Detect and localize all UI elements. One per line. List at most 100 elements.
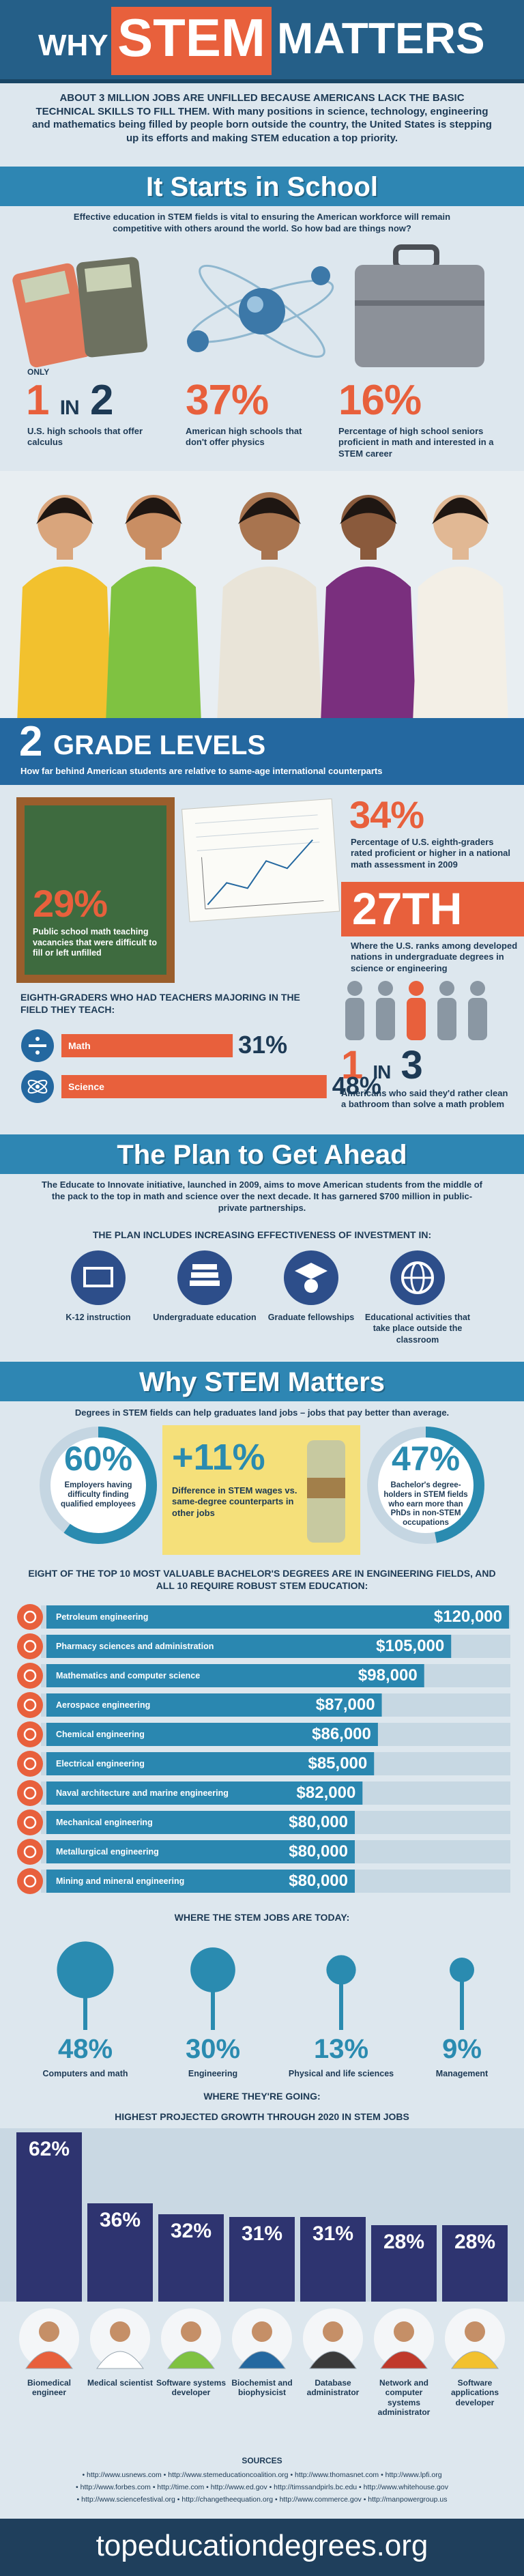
section-title: The Plan to Get Ahead: [117, 1140, 407, 1170]
bar: [16, 2132, 82, 2302]
bar: [46, 1781, 363, 1805]
bubble: [190, 1947, 235, 1992]
stat-caption: Difference in STEM wages vs. same-degree…: [172, 1485, 297, 1518]
student-hair: [36, 498, 93, 524]
portrait-head: [394, 2321, 414, 2342]
portrait-body: [25, 2351, 73, 2369]
stat-value: 60%: [63, 1440, 133, 1478]
row-icon: [17, 1780, 43, 1806]
category-label: Medical scientist: [87, 2378, 154, 2388]
banner: [0, 167, 524, 206]
value-label: 62%: [28, 2138, 70, 2160]
value-label: 31%: [312, 2222, 354, 2245]
bar: [371, 2225, 437, 2302]
value-label: 48%: [57, 2034, 113, 2064]
category-label: Software applications developer: [450, 2378, 499, 2407]
ring-arc: [425, 1427, 485, 1543]
student-body: [106, 567, 201, 724]
bar: [87, 2203, 153, 2302]
stem-box: [111, 7, 272, 75]
portrait-body: [380, 2351, 428, 2369]
intro: ABOUT 3 MILLION JOBS ARE UNFILLED BECAUS…: [31, 91, 493, 145]
value-label: $120,000: [433, 1607, 502, 1626]
value-label: 32%: [170, 2220, 212, 2242]
section-title: Why STEM Matters: [139, 1367, 385, 1397]
bar: [61, 1034, 233, 1057]
briefcase-part: [355, 300, 484, 306]
calculators-part: [84, 263, 132, 292]
calculators-part: [20, 270, 70, 303]
category-label: Engineering: [188, 2069, 238, 2078]
row-icon: [17, 1721, 43, 1747]
person-head: [439, 981, 454, 996]
section-title: It Starts in School: [145, 172, 379, 202]
bar: [46, 1811, 355, 1834]
bar: [46, 1840, 355, 1863]
category-label: Biomedical engineer: [27, 2378, 72, 2398]
value-label: $80,000: [289, 1842, 348, 1861]
bubble-stem: [460, 1970, 464, 2030]
bar-label: Petroleum engineering: [56, 1612, 149, 1622]
science-icon: [21, 1070, 54, 1103]
stat-value: +11%: [172, 1437, 265, 1478]
student-body: [217, 567, 322, 724]
plan-heading: THE PLAN INCLUDES INCREASING EFFECTIVENE…: [92, 1229, 432, 1240]
jobs-title: WHERE THE STEM JOBS ARE TODAY:: [174, 1912, 350, 1923]
bar-label: Mining and mineral engineering: [56, 1876, 185, 1886]
bar-label: Math: [68, 1040, 91, 1051]
portrait-head: [323, 2321, 343, 2342]
source-line: • http://www.sciencefestival.org • http:…: [76, 2495, 448, 2504]
title-matters: MATTERS: [277, 14, 485, 63]
category-label: Network and computer systems administrat…: [377, 2378, 431, 2418]
chalkboard: [25, 805, 166, 975]
math-icon-part: [29, 1044, 46, 1047]
atom: [187, 264, 334, 358]
person-body: [407, 998, 426, 1040]
intro-lead: ABOUT 3 MILLION JOBS ARE UNFILLED BECAUS…: [35, 92, 465, 117]
bubble-stem: [83, 1970, 87, 2030]
footer-band: [0, 2519, 524, 2576]
row-icon-inner: [23, 1728, 37, 1741]
row-icon-inner: [23, 1640, 37, 1653]
ring-arc: [63, 1427, 157, 1544]
student-body: [321, 567, 416, 724]
title-stem: STEM: [117, 8, 265, 68]
science-icon-part: [27, 1079, 48, 1094]
stat-value: 34%: [349, 793, 424, 836]
bar-label: Metallurgical engineering: [56, 1847, 159, 1857]
student-hair: [432, 498, 489, 524]
portrait-body: [451, 2351, 499, 2369]
test-paper-part: [207, 839, 313, 906]
value-label: 9%: [442, 2034, 482, 2064]
stat-value: 37%: [186, 377, 269, 424]
row-icon: [17, 1839, 43, 1865]
bubble: [57, 1941, 114, 1999]
value-label: $87,000: [315, 1695, 375, 1714]
atom-part: [239, 288, 285, 334]
row-icon-inner: [23, 1757, 37, 1771]
stat-caption: Percentage of U.S. eighth-graders rated …: [351, 837, 511, 870]
person-body: [468, 998, 487, 1040]
briefcase-part: [355, 265, 484, 367]
value-label: 31%: [238, 1031, 288, 1059]
stat-value: 29%: [33, 882, 108, 925]
stat-value: 1 IN 3: [341, 1043, 423, 1087]
bar: [46, 1752, 375, 1775]
portrait-head: [465, 2321, 485, 2342]
category-label: Physical and life sciences: [288, 2069, 394, 2078]
math-icon: [21, 1029, 54, 1062]
stat-number: 3: [401, 1043, 423, 1087]
stat-value: 1 IN 2: [26, 380, 113, 422]
student-body: [413, 567, 508, 724]
bar: [442, 2225, 508, 2302]
plan-text: The Educate to Innovate initiative, laun…: [41, 1179, 483, 1213]
category-label: Database administrator: [306, 2378, 360, 2398]
plan-icons-part: [295, 1263, 328, 1279]
stat-prefix: ONLY: [27, 367, 50, 377]
test-paper-part: [181, 798, 340, 922]
student-hair: [237, 498, 302, 524]
stat-word: IN: [373, 1061, 391, 1083]
bar: [46, 1870, 355, 1893]
bar: [300, 2217, 366, 2302]
section-subtitle: Effective education in STEM fields is vi…: [73, 212, 451, 233]
